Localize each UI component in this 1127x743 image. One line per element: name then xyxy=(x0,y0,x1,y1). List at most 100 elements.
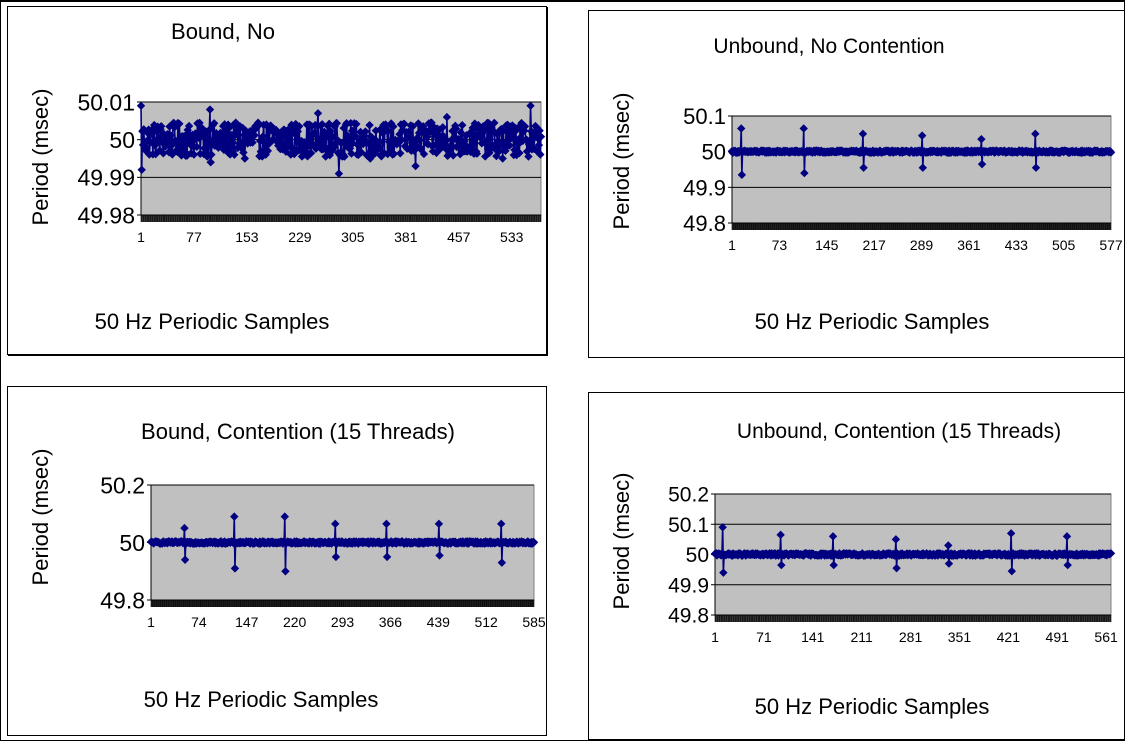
y-tick-label: 49.9 xyxy=(668,574,709,597)
x-tick-label: 439 xyxy=(427,614,451,630)
chart-unbound-no-contention: Unbound, No Contention 49.8 49.9 50 50.1 1 73 1… xyxy=(609,35,1123,334)
data-point xyxy=(294,122,304,131)
data-point xyxy=(397,135,406,144)
data-point xyxy=(282,137,291,147)
x-tick-label: 289 xyxy=(910,237,934,253)
data-point xyxy=(234,124,243,134)
data-point xyxy=(408,122,417,131)
data-point xyxy=(150,141,160,150)
data-point xyxy=(137,165,146,174)
x-tick-label: 533 xyxy=(500,229,524,245)
data-point xyxy=(534,140,544,150)
data-point xyxy=(352,119,361,129)
x-tick-label: 421 xyxy=(997,629,1021,645)
data-point xyxy=(205,105,215,114)
data-point xyxy=(240,154,250,163)
data-point xyxy=(423,139,433,149)
data-point xyxy=(536,132,546,141)
data-point xyxy=(206,158,215,167)
data-point xyxy=(891,535,901,544)
data-point xyxy=(375,137,384,147)
data-point xyxy=(366,154,375,163)
x-tick-label: 145 xyxy=(815,237,839,253)
data-point xyxy=(456,128,466,137)
data-point xyxy=(239,148,248,157)
y-tick-label: 50.1 xyxy=(683,104,726,129)
data-point xyxy=(254,120,263,130)
data-point xyxy=(231,118,240,127)
data-point xyxy=(269,134,278,144)
y-axis-label: Period (msec) xyxy=(28,89,53,226)
data-point xyxy=(263,146,273,156)
chart-unbound-contention: Unbound, Contention (15 Threads) 49.8 49.9… xyxy=(609,420,1118,719)
x-tick-marks xyxy=(140,215,542,222)
x-tick-label: 457 xyxy=(447,229,471,245)
x-tick-label: 433 xyxy=(1005,237,1029,253)
data-point xyxy=(248,138,257,147)
data-point xyxy=(281,567,290,576)
data-point xyxy=(497,519,506,529)
x-tick-label: 577 xyxy=(1099,237,1123,253)
y-tick-label: 49.98 xyxy=(77,202,135,228)
data-point xyxy=(396,149,405,158)
data-point xyxy=(365,120,374,130)
data-point xyxy=(180,523,189,533)
data-point xyxy=(331,519,340,529)
data-point xyxy=(201,144,211,153)
y-axis-label: Period (msec) xyxy=(28,449,53,586)
data-point xyxy=(209,119,219,128)
data-point xyxy=(166,131,176,140)
y-tick-label: 49.8 xyxy=(100,587,145,613)
data-point xyxy=(858,129,868,139)
x-tick-label: 281 xyxy=(899,629,923,645)
data-point xyxy=(331,552,341,562)
data-point xyxy=(435,551,444,560)
data-point xyxy=(331,138,340,148)
series-markers xyxy=(727,124,1116,180)
data-point xyxy=(497,558,507,567)
x-tick-marks xyxy=(731,223,1112,230)
data-point xyxy=(530,129,539,139)
data-point xyxy=(442,112,452,122)
data-point xyxy=(157,122,166,131)
data-point xyxy=(1106,549,1116,558)
data-point xyxy=(354,150,363,159)
chart-panel-bound-no-contention: Bound, No 49.98 49.99 50 50.01 1 77 153 229 305 38… xyxy=(7,6,547,355)
x-tick-label: 74 xyxy=(191,614,207,630)
data-point xyxy=(531,133,541,142)
data-point xyxy=(315,136,324,146)
x-axis-label: 50 Hz Periodic Samples xyxy=(144,687,379,712)
x-tick-label: 305 xyxy=(341,229,365,245)
data-point xyxy=(357,148,366,157)
x-tick-label: 141 xyxy=(801,629,825,645)
data-point xyxy=(211,138,220,147)
data-point xyxy=(250,131,259,140)
data-point xyxy=(1062,532,1072,541)
x-tick-label: 491 xyxy=(1046,629,1070,645)
data-point xyxy=(163,130,172,139)
data-point xyxy=(382,552,392,562)
data-point xyxy=(142,143,151,152)
x-tick-label: 512 xyxy=(474,614,498,630)
data-point xyxy=(1106,148,1116,157)
data-point xyxy=(419,149,429,159)
data-point xyxy=(228,137,237,147)
data-point xyxy=(306,148,316,158)
x-tick-label: 351 xyxy=(948,629,972,645)
data-point xyxy=(159,149,168,158)
data-point xyxy=(441,137,450,146)
data-point xyxy=(310,129,319,138)
data-point xyxy=(348,139,358,148)
data-point xyxy=(419,122,428,131)
data-point xyxy=(312,139,321,148)
data-point xyxy=(416,144,426,153)
chart-panel-bound-contention: Bound, Contention (15 Threads) 49.8 50 50.2… xyxy=(7,386,547,736)
y-axis-label: Period (msec) xyxy=(609,93,634,230)
data-point xyxy=(184,121,194,131)
data-point xyxy=(494,146,504,156)
data-point xyxy=(225,123,234,132)
chart-title: Unbound, Contention (15 Threads) xyxy=(737,420,1061,443)
data-point xyxy=(477,139,486,148)
x-axis-label: 50 Hz Periodic Samples xyxy=(755,309,990,334)
